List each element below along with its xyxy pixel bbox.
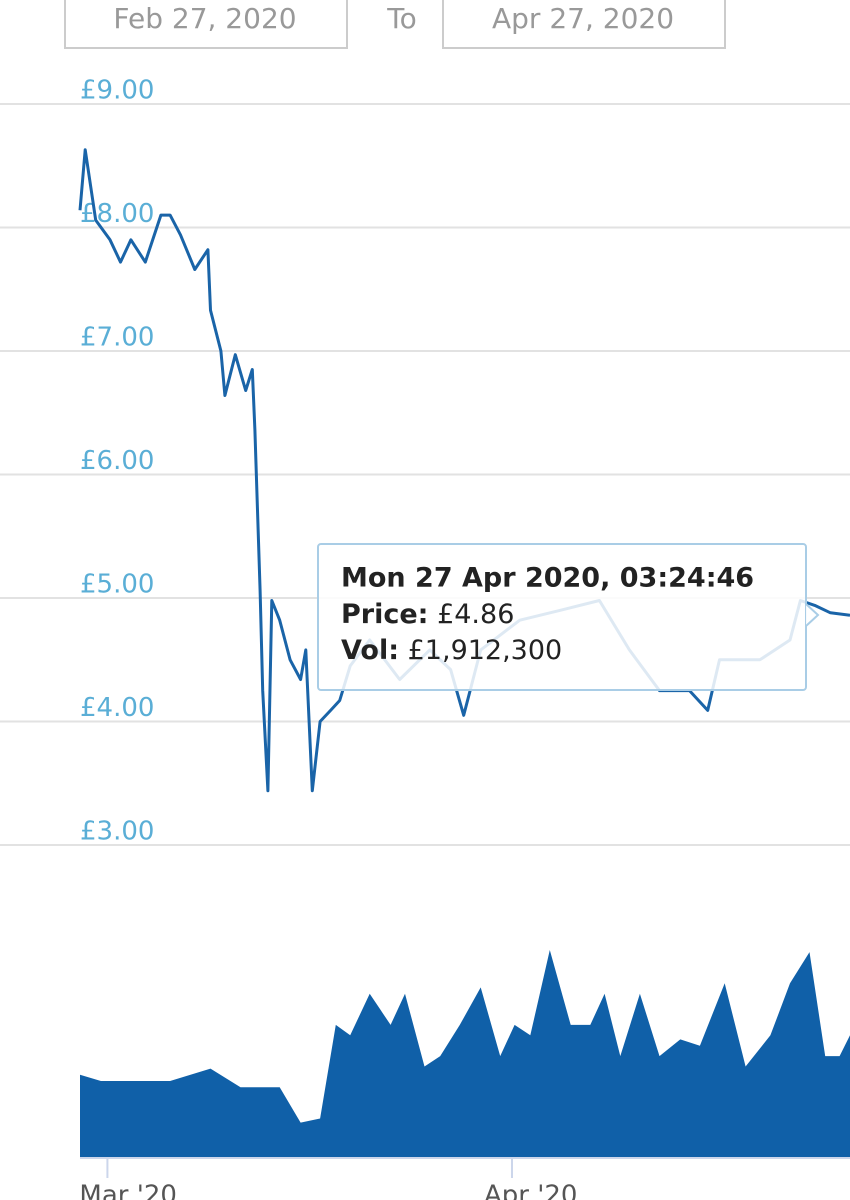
date-from-box[interactable] [64, 0, 348, 49]
y-tick-label: £7.00 [80, 323, 154, 353]
x-tick-label: Apr '20 [484, 1181, 577, 1200]
price-line [78, 148, 850, 793]
y-tick-label: £5.00 [80, 570, 154, 600]
tooltip-price-row: Price: £4.86 [341, 599, 514, 630]
tooltip-price: £4.86 [437, 599, 514, 630]
date-to[interactable]: Apr 27, 2020 [492, 2, 674, 35]
date-to-box[interactable] [442, 0, 726, 49]
tooltip-price-label: Price: [341, 599, 428, 630]
tooltip-vol: £1,912,300 [408, 635, 563, 666]
tooltip: Mon 27 Apr 2020, 03:24:46 Price: £4.86 V… [317, 543, 820, 691]
chart-layer: £3.00 £4.00 £5.00 £6.00 £7.00 £8.00 £9.00 Mar '… [0, 76, 850, 1200]
y-tick-label: £3.00 [80, 817, 154, 847]
tooltip-title: Mon 27 Apr 2020, 03:24:46 [341, 563, 754, 594]
y-tick-label: £4.00 [80, 693, 154, 723]
tooltip-vol-row: Vol: £1,912,300 [341, 635, 562, 666]
tooltip-pointer [805, 603, 820, 627]
y-tick-label: £6.00 [80, 446, 154, 476]
volume-area [80, 950, 850, 1158]
date-from[interactable]: Feb 27, 2020 [113, 2, 296, 35]
date-separator: To [386, 2, 416, 35]
y-tick-label: £8.00 [80, 199, 154, 229]
x-tick-label: Mar '20 [79, 1181, 177, 1200]
tooltip-vol-label: Vol: [341, 635, 399, 666]
y-tick-label: £9.00 [80, 76, 154, 106]
